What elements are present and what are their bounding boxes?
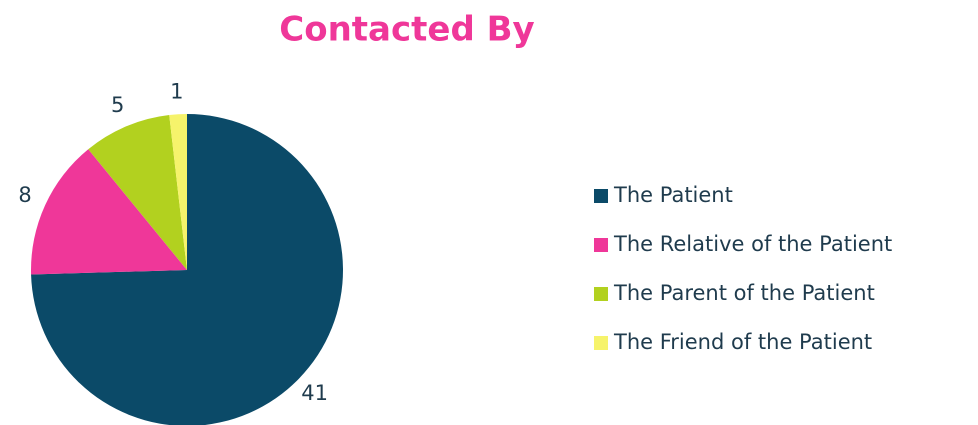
pie-slice (169, 114, 187, 270)
pie-slice (31, 114, 343, 425)
data-label: 5 (111, 93, 124, 117)
pie-slice (88, 115, 187, 270)
legend-label: The Friend of the Patient (613, 330, 872, 354)
legend-swatch (594, 336, 608, 350)
legend-label: The Parent of the Patient (613, 281, 875, 305)
chart-title: Contacted By (279, 10, 534, 50)
pie-slice (31, 149, 188, 275)
legend-swatch (594, 189, 608, 203)
data-label: 8 (18, 183, 31, 207)
data-label: 41 (301, 381, 328, 405)
legend-swatch (594, 238, 608, 252)
data-label: 1 (170, 79, 183, 103)
legend-label: The Relative of the Patient (613, 232, 892, 256)
legend-swatch (594, 287, 608, 301)
legend-label: The Patient (613, 183, 733, 207)
